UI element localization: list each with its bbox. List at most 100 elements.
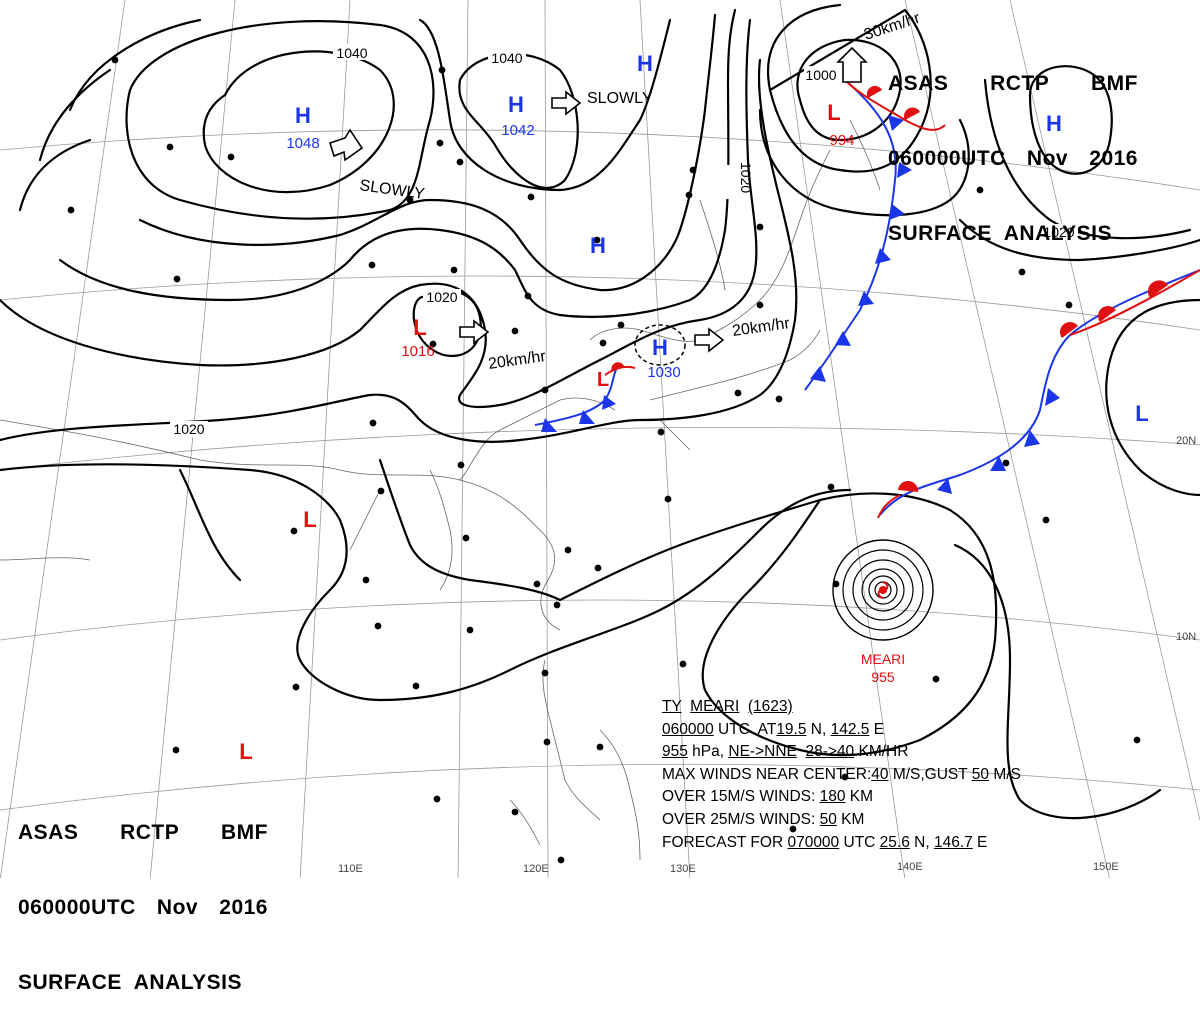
typhoon-time: 060000 [662,720,714,738]
typhoon-r25-line: OVER 25M/S WINDS: 50 KM [662,809,1021,832]
typhoon-lat-suffix: N, [806,720,831,738]
typhoon-title-line: TY MEARI (1623) [662,696,1021,719]
high-center-symbol: H [1046,111,1062,136]
header-line-2: 060000UTC Nov 2016 [18,895,268,920]
lon-label: 110E [338,863,363,875]
high-center-symbol: H [652,335,668,360]
isobar-label: 1020 [173,421,204,437]
high-center-value: 1048 [286,135,319,152]
lat-label: 10N [1176,631,1196,643]
warm-front-west [604,362,636,376]
typhoon-forecast-prefix: FORECAST FOR [662,833,788,851]
header-year: 2016 [219,896,268,919]
isobar-label: 1000 [805,67,836,83]
isobar-label: 1040 [336,45,367,61]
typhoon-max-winds: 40 [871,765,889,783]
typhoon-time-suffix: UTC AT [713,720,777,738]
high-center-symbol: H [590,233,606,258]
typhoon-forecast-lon: 146.7 [933,833,973,851]
isobar-label: 1020 [738,162,754,193]
dashed-isobar [634,324,686,366]
typhoon-forecast-mid: UTC [839,833,880,851]
header-line-2: 060000UTC Nov 2016 [888,146,1138,171]
header-time: 060000UTC [18,896,136,919]
typhoon-title-name: MEARI [690,698,740,715]
header-year: 2016 [1089,147,1138,170]
typhoon-r25-prefix: OVER 25M/S WINDS: [662,810,820,828]
typhoon-forecast-lon-suffix: E [972,833,988,851]
typhoon-name: MEARI [861,651,905,667]
movement-arrows [329,46,868,353]
isobar-label: 1040 [491,50,522,66]
header-line-3: SURFACE ANALYSIS [18,971,242,994]
high-center-symbol: H [508,92,524,117]
typhoon-lon: 142.5 [830,720,870,738]
typhoon-category: TY [662,698,682,715]
typhoon-r15: 180 [819,788,846,806]
chart-header-top-right: ASAS RCTP BMF 060000UTC Nov 2016 SURFACE… [888,21,1138,271]
motion-label: SLOWLY [587,90,653,107]
typhoon-info-block: TY MEARI (1623) 060000 UTC AT19.5 N, 142… [662,696,1021,854]
header-office: BMF [221,821,268,844]
high-center-value: 1030 [647,364,680,381]
motion-label: 20km/hr [487,348,547,373]
isobars [0,3,1200,820]
lon-label: 120E [523,863,549,875]
header-office: BMF [1091,72,1138,95]
graticule [0,0,1200,878]
low-center-symbol: L [597,369,609,391]
high-center-symbol: L [1135,401,1148,426]
header-agency: ASAS [18,821,79,844]
typhoon-forecast-lat-suffix: N, [909,833,934,851]
typhoon-r15-line: OVER 15M/S WINDS: 180 KM [662,786,1021,809]
cold-front-west [534,364,621,432]
typhoon-gust: 50 [971,765,990,783]
low-center-value: 994 [829,132,854,149]
header-station: RCTP [990,72,1050,95]
typhoon-lon-suffix: E [869,720,885,738]
isobar-label: 1020 [1043,224,1074,240]
lat-label: 20N [1176,435,1196,447]
warm-front-south [877,480,919,519]
header-station: RCTP [120,821,180,844]
motion-label: 20km/hr [731,315,791,340]
header-line-1: ASAS RCTP BMF [888,71,1138,96]
pressure-centers: H 1048 H 1042 H H H 1030 H L 994 L 1016 … [239,51,1148,764]
low-center-symbol: L [827,100,840,125]
isobar-label: 1020 [426,289,457,305]
typhoon-symbol [877,581,889,599]
typhoon-winds-line: MAX WINDS NEAR CENTER:40 M/S,GUST 50 M/S [662,764,1021,787]
typhoon-forecast-lat: 25.6 [879,833,910,851]
typhoon-position-line: 060000 UTC AT19.5 N, 142.5 E [662,719,1021,742]
header-month: Nov [156,896,199,919]
header-line-1: ASAS RCTP BMF [18,820,268,845]
typhoon-r25: 50 [819,810,837,828]
typhoon-r15-prefix: OVER 15M/S WINDS: [662,788,820,806]
cold-front-main [804,79,912,391]
typhoon-pressure-value: 955 [662,743,688,761]
typhoon-number: (1623) [747,698,793,715]
high-center-value: 1042 [501,122,534,139]
header-line-3: SURFACE ANALYSIS [888,222,1112,245]
warm-front-north [844,79,946,131]
typhoon-speed: 28->40 [805,743,855,761]
low-center-value: 1016 [401,343,434,360]
typhoon-direction: NE->NNE [728,743,797,761]
coastlines [0,119,881,861]
typhoon-forecast-line: FORECAST FOR 070000 UTC 25.6 N, 146.7 E [662,832,1021,855]
typhoon-lat: 19.5 [776,720,807,738]
header-agency: ASAS [888,72,949,95]
typhoon-max-winds-prefix: MAX WINDS NEAR CENTER: [662,765,872,783]
lon-label: 140E [897,861,923,873]
low-center-symbol: L [239,739,252,764]
header-time: 060000UTC [888,147,1006,170]
high-center-symbol: H [637,51,653,76]
weather-map: H 1048 H 1042 H H H 1030 H L 994 L 1016 … [0,0,1200,878]
cold-front-east [879,269,1200,516]
header-month: Nov [1026,147,1069,170]
typhoon-speed-unit: KM/HR [854,743,909,761]
low-center-symbol: L [303,507,316,532]
typhoon-forecast-time: 070000 [787,833,840,851]
typhoon-isobars [832,539,934,641]
low-center-symbol: L [413,315,426,340]
